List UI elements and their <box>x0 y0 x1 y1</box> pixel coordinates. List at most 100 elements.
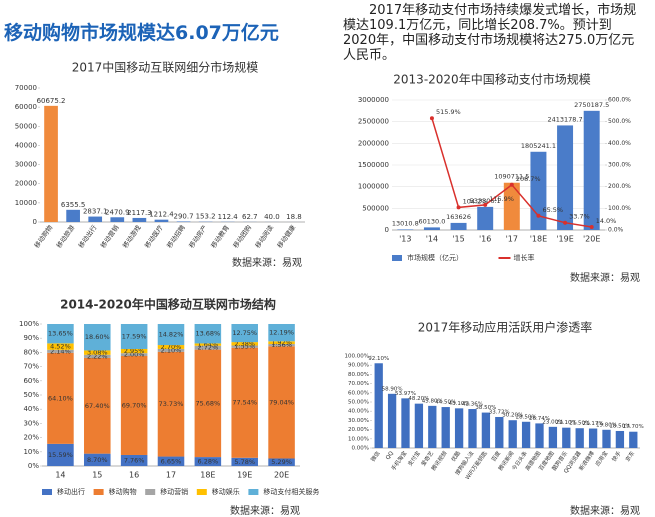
value-label: 60130.0 <box>418 217 445 225</box>
x-tick-label: 移动健康 <box>275 223 298 250</box>
y-tick-label: 10000 <box>15 199 37 207</box>
value-label: 1090711.5 <box>494 173 529 181</box>
page-title: 移动购物市场规模达6.07万亿元 <box>4 22 279 44</box>
value-label: 14.0% <box>596 217 617 225</box>
bar <box>495 416 504 448</box>
value-label: 6355.5 <box>61 201 86 209</box>
source-note: 数据来源：易观 <box>232 256 302 269</box>
value-label: 2.72% <box>198 344 219 352</box>
growth-point <box>509 182 514 187</box>
x-tick-label: '20E <box>583 235 600 244</box>
y-tick-label: 40000 <box>15 141 37 149</box>
x-tick-label: '17 <box>506 235 518 244</box>
bar-segment <box>194 324 222 344</box>
y-tick-label: 1000000 <box>358 183 389 191</box>
legend-swatch <box>93 489 104 495</box>
source-note: 数据来源：易观 <box>230 504 300 517</box>
value-label: 2.10% <box>161 346 182 354</box>
legend-label: 移动支付相关服务 <box>263 487 319 496</box>
bar <box>575 428 584 448</box>
value-label: 2117.3 <box>127 209 152 217</box>
value-label: 33.7% <box>569 213 590 221</box>
y-tick-label: 70.00% <box>348 381 369 387</box>
y-tick-label: 40.00% <box>348 409 369 415</box>
bar-segment <box>268 458 295 466</box>
y-tick-label: 500000 <box>362 204 389 212</box>
y-tick-label: 80.00% <box>348 372 369 378</box>
y-tick-label: 2000000 <box>358 139 389 147</box>
y2-tick-label: 600.0% <box>608 97 631 104</box>
value-label: 7.76% <box>124 456 145 464</box>
value-label: 112.4 <box>218 213 239 221</box>
value-label: 65.5% <box>542 206 563 214</box>
value-label: 2.70% <box>161 343 182 351</box>
y2-tick-label: 500.0% <box>608 118 631 125</box>
x-tick-label: 17 <box>166 471 176 480</box>
x-tick-label: QQ <box>385 450 395 461</box>
y-tick-label: 70% <box>23 363 39 371</box>
value-label: 2.22% <box>87 352 108 360</box>
bar <box>454 408 464 448</box>
x-tick-label: 19E <box>237 471 252 480</box>
y-tick-label: 50.00% <box>348 400 369 406</box>
growth-point <box>589 224 594 229</box>
bar-segment <box>231 324 258 343</box>
value-label: 28.50% <box>516 414 537 420</box>
x-tick-label: 移动购物 <box>32 223 55 250</box>
bar-segment <box>268 324 295 342</box>
value-label: 21.50% <box>569 421 590 427</box>
bar <box>508 420 517 448</box>
y-tick-label: 10.00% <box>348 436 369 442</box>
y-tick-label: 30% <box>23 419 39 427</box>
value-label: 44.50% <box>435 400 456 406</box>
y-tick-label: 100% <box>19 320 39 328</box>
value-label: 2413178.7 <box>547 115 582 123</box>
y-tick-label: 60% <box>23 377 39 385</box>
legend-label: 移动购物 <box>109 487 137 496</box>
value-label: 58.90% <box>382 386 403 392</box>
x-tick-label: '14 <box>426 235 438 244</box>
bar-segment <box>268 346 295 459</box>
growth-point <box>563 220 568 225</box>
value-label: 18.60% <box>85 333 110 341</box>
bar-segment <box>120 324 148 349</box>
bar <box>176 221 191 222</box>
x-tick-label: 快手 <box>610 449 623 463</box>
bar-segment <box>194 349 222 458</box>
value-label: 38.50% <box>475 405 496 411</box>
value-label: 290.7 <box>174 212 194 220</box>
value-label: 62.7 <box>242 213 258 221</box>
bar-segment <box>120 356 148 455</box>
bar <box>583 110 600 230</box>
y-tick-label: 20000 <box>15 180 37 188</box>
legend-swatch <box>196 489 207 495</box>
value-label: 15.59% <box>48 451 73 459</box>
bar <box>66 209 80 222</box>
value-label: 2837.1 <box>83 208 108 216</box>
value-label: 2.95% <box>124 347 145 355</box>
x-tick-label: 20E <box>274 471 289 480</box>
bar-segment <box>157 456 185 466</box>
x-tick-label: 15 <box>92 471 102 480</box>
bar <box>481 412 491 448</box>
value-label: 64.10% <box>48 394 73 402</box>
y-tick-label: 50000 <box>15 122 37 130</box>
y2-tick-label: 400.0% <box>608 140 631 147</box>
value-label: 163626 <box>446 213 471 221</box>
bar <box>44 105 58 222</box>
bar <box>441 407 450 448</box>
value-label: 115.9% <box>489 195 514 203</box>
x-tick-label: 14 <box>55 471 65 480</box>
bar-segment <box>120 353 148 357</box>
bar <box>132 217 147 222</box>
chart-title: 2013-2020年中国移动支付市场规模 <box>393 72 590 87</box>
y-tick-label: 3000000 <box>358 96 389 104</box>
y-tick-label: 40% <box>23 405 39 413</box>
y-tick-label: 80% <box>23 348 39 356</box>
bar-segment <box>120 454 148 466</box>
value-label: 13.68% <box>195 330 220 338</box>
bar <box>397 229 414 230</box>
growth-point <box>456 205 461 210</box>
x-tick-label: 移动教育 <box>209 223 232 250</box>
